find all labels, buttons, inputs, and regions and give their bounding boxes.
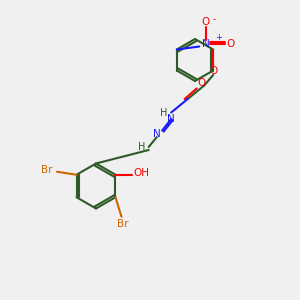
Text: Br: Br — [117, 219, 129, 229]
Text: OH: OH — [133, 168, 149, 178]
Text: -: - — [213, 15, 216, 24]
Text: Br: Br — [41, 165, 52, 175]
Text: N: N — [202, 39, 210, 49]
Text: O: O — [227, 39, 235, 49]
Text: O: O — [197, 77, 205, 88]
Text: +: + — [215, 33, 222, 42]
Text: N: N — [167, 114, 175, 124]
Text: O: O — [202, 17, 210, 27]
Text: H: H — [138, 142, 146, 152]
Text: H: H — [160, 107, 167, 118]
Text: O: O — [209, 66, 217, 76]
Text: N: N — [153, 129, 161, 139]
